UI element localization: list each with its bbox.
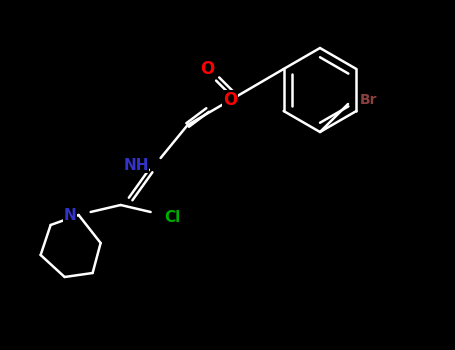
Text: O: O <box>222 91 237 109</box>
Text: Cl: Cl <box>165 210 181 224</box>
Text: Br: Br <box>360 93 378 107</box>
Text: N: N <box>64 208 76 223</box>
Text: NH: NH <box>123 158 149 173</box>
Text: O: O <box>201 60 215 78</box>
